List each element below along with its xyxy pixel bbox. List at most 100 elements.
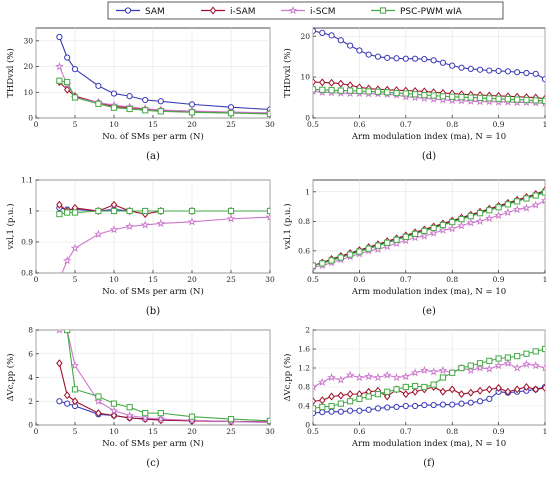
data-point xyxy=(313,405,317,412)
data-point xyxy=(313,86,317,93)
chart-panel-b: 0 5 10 15 20 25 30 0.8 0.9 1 1.1 No. of SMs per arm… xyxy=(5,176,275,317)
data-point xyxy=(95,409,102,418)
series xyxy=(313,345,545,412)
y-tick-label: 10 xyxy=(23,88,33,97)
data-point xyxy=(382,370,392,379)
data-point xyxy=(313,382,318,391)
data-point xyxy=(313,78,317,86)
y-tick-label: 2 xyxy=(28,397,33,406)
data-point xyxy=(70,361,80,370)
x-tick-label: 30 xyxy=(265,275,275,284)
data-point xyxy=(522,359,531,368)
data-point xyxy=(458,400,465,407)
data-point xyxy=(467,65,474,73)
data-point xyxy=(328,392,335,401)
data-point xyxy=(514,353,521,360)
data-point xyxy=(142,96,149,104)
data-point xyxy=(458,94,465,101)
data-point xyxy=(449,369,456,376)
data-point xyxy=(188,207,196,215)
data-point xyxy=(319,409,326,416)
data-point xyxy=(514,198,521,205)
y-tick-label: 0 xyxy=(305,114,310,123)
data-point xyxy=(374,88,382,95)
series-layer xyxy=(313,186,545,271)
y-tick-label: 8 xyxy=(28,326,33,335)
data-point xyxy=(365,245,372,252)
data-point xyxy=(449,62,456,69)
legend-entry: PSC-PWM wIA xyxy=(371,7,463,17)
data-point xyxy=(142,107,149,114)
x-tick-label: 0 xyxy=(34,120,39,129)
data-point xyxy=(504,96,511,103)
data-point xyxy=(393,403,400,411)
x-tick-label: 0.5 xyxy=(307,275,319,284)
data-point xyxy=(64,209,71,216)
chart-panel-c: 0 5 10 15 20 25 30 0 2 4 6 8 No. of SMs per arm (N) Δ… xyxy=(5,326,275,469)
y-tick-label: 2 xyxy=(305,326,310,335)
data-point xyxy=(439,59,447,66)
legend-label: i-SAM xyxy=(230,7,256,17)
series-layer xyxy=(313,28,545,107)
x-tick-label: 20 xyxy=(187,427,197,436)
data-point xyxy=(504,387,512,396)
y-tick-label: 0.9 xyxy=(21,238,33,247)
data-point xyxy=(494,361,503,370)
plot-area xyxy=(312,179,546,274)
data-point xyxy=(356,87,363,95)
data-point xyxy=(421,91,428,99)
data-point xyxy=(328,78,335,87)
data-point xyxy=(486,67,493,74)
data-point xyxy=(522,203,531,212)
x-tick-label: 1 xyxy=(543,275,548,284)
data-point xyxy=(126,105,133,113)
legend-entry: i-SAM xyxy=(201,6,256,17)
data-point xyxy=(393,55,400,62)
y-axis-label: vxl,1 (p.u.) xyxy=(5,203,16,250)
data-point xyxy=(532,97,539,104)
data-point xyxy=(466,218,476,227)
data-point xyxy=(514,96,521,103)
data-point xyxy=(356,47,363,54)
x-axis-label: No. of SMs per arm (N) xyxy=(102,286,204,297)
legend-marker xyxy=(209,6,217,15)
data-point xyxy=(126,93,133,100)
data-point xyxy=(157,98,164,105)
data-point xyxy=(384,54,391,61)
data-point xyxy=(430,224,437,232)
x-tick-label: 0.5 xyxy=(307,120,319,129)
data-point xyxy=(328,87,335,94)
data-point xyxy=(476,386,484,395)
y-tick-label: 20 xyxy=(23,62,33,71)
data-point xyxy=(531,361,541,370)
data-point xyxy=(227,415,235,423)
data-point xyxy=(365,88,372,95)
y-axis-label: THDvxl (%) xyxy=(282,48,293,98)
y-tick-label: 0.8 xyxy=(21,269,33,278)
data-point xyxy=(540,363,545,372)
data-point xyxy=(188,413,196,420)
data-point xyxy=(56,77,63,84)
y-tick-label: 1.6 xyxy=(298,345,310,354)
data-point xyxy=(347,407,354,414)
legend-label: SAM xyxy=(145,7,165,17)
data-point xyxy=(313,28,317,34)
data-point xyxy=(356,248,363,255)
data-point xyxy=(319,86,326,93)
data-point xyxy=(140,220,150,229)
data-point xyxy=(64,400,71,407)
data-point xyxy=(458,216,465,223)
data-point xyxy=(486,395,493,402)
y-tick-label: 1 xyxy=(305,187,310,196)
data-point xyxy=(541,76,545,83)
y-tick-label: 0 xyxy=(305,421,310,430)
data-point xyxy=(467,362,474,369)
data-point xyxy=(476,398,484,405)
data-point xyxy=(336,375,346,384)
chart-panel-a: 0 5 10 15 20 25 30 0 10 20 30 No. of SMs per arm (N… xyxy=(5,27,275,162)
data-point xyxy=(71,94,79,101)
data-point xyxy=(94,229,103,238)
data-point xyxy=(475,363,485,372)
data-point xyxy=(374,405,382,412)
